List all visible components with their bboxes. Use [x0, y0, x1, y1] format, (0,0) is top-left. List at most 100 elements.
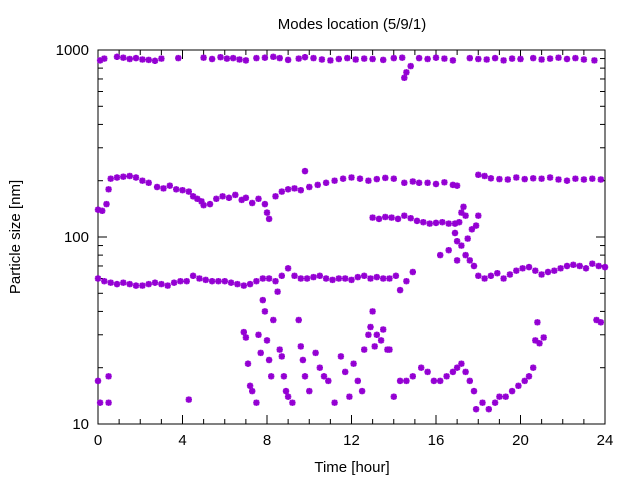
data-point — [386, 346, 393, 353]
data-point — [449, 368, 457, 376]
data-point — [530, 54, 537, 62]
data-point — [329, 276, 336, 284]
data-point — [234, 280, 241, 288]
data-point — [430, 377, 438, 385]
data-point — [525, 373, 533, 380]
data-point — [352, 56, 359, 63]
data-point — [145, 56, 152, 64]
data-point — [175, 54, 182, 62]
data-point — [261, 54, 269, 61]
data-point — [396, 286, 404, 294]
data-point — [399, 54, 406, 61]
data-point — [508, 387, 516, 395]
data-point — [310, 54, 317, 62]
data-point — [401, 74, 408, 82]
data-point — [126, 55, 133, 63]
x-tick-label: 20 — [512, 432, 529, 449]
data-point — [468, 226, 476, 233]
data-point — [365, 177, 372, 184]
y-axis-label: Particle size [nm] — [7, 180, 24, 294]
data-point — [358, 387, 366, 395]
data-point — [261, 308, 269, 315]
data-point — [386, 275, 393, 282]
data-point — [280, 373, 288, 380]
data-point — [538, 271, 545, 278]
data-point — [401, 212, 408, 219]
data-point — [284, 265, 292, 272]
data-point — [601, 263, 609, 271]
data-point — [132, 54, 140, 62]
data-point — [415, 179, 423, 187]
data-point — [354, 377, 361, 385]
data-point — [390, 54, 397, 62]
data-points — [94, 53, 609, 413]
data-point — [453, 257, 461, 264]
data-point — [369, 55, 376, 63]
data-point — [466, 54, 473, 62]
data-point — [246, 280, 254, 288]
data-point — [151, 279, 159, 286]
data-point — [94, 275, 102, 282]
data-point — [407, 214, 414, 222]
data-point — [183, 278, 190, 285]
data-point — [107, 279, 114, 286]
data-point — [536, 340, 543, 347]
data-point — [348, 276, 355, 284]
data-point — [466, 377, 473, 385]
data-point — [301, 373, 309, 380]
data-point — [225, 194, 233, 202]
data-point — [270, 53, 277, 60]
data-point — [215, 278, 222, 285]
data-point — [289, 399, 296, 406]
data-point — [453, 182, 461, 189]
data-point — [103, 200, 110, 208]
data-point — [502, 393, 509, 400]
data-point — [487, 175, 495, 182]
data-point — [525, 263, 533, 271]
data-point — [500, 57, 507, 64]
data-point — [546, 174, 554, 181]
data-point — [253, 399, 260, 406]
data-point — [295, 316, 302, 324]
data-point — [126, 280, 133, 288]
data-point — [380, 326, 387, 333]
data-point — [580, 56, 588, 63]
data-point — [513, 267, 520, 274]
data-point — [544, 268, 552, 276]
data-point — [255, 195, 262, 203]
data-point — [132, 174, 140, 181]
data-point — [342, 275, 349, 282]
data-point — [589, 175, 596, 182]
data-point — [284, 56, 292, 64]
data-point — [453, 237, 461, 245]
data-point — [570, 261, 577, 268]
data-point — [437, 377, 444, 385]
data-point — [445, 220, 452, 227]
data-point — [485, 406, 492, 413]
data-point — [475, 272, 482, 279]
data-point — [145, 179, 152, 187]
y-tick-labels: 10 100 1000 — [56, 42, 89, 433]
data-point — [312, 349, 319, 357]
data-point — [390, 175, 397, 182]
data-point — [445, 246, 452, 254]
data-point — [582, 265, 590, 272]
data-point — [120, 173, 127, 180]
data-point — [236, 56, 243, 63]
x-tick-label: 12 — [343, 432, 360, 449]
data-point — [265, 215, 273, 223]
data-point — [272, 278, 279, 285]
data-point — [491, 54, 499, 62]
data-point — [284, 186, 292, 193]
data-point — [259, 275, 266, 282]
data-point — [462, 251, 469, 259]
data-point — [589, 260, 596, 267]
y-tick-label: 1000 — [56, 42, 89, 59]
data-point — [158, 280, 165, 288]
data-point — [200, 54, 207, 61]
data-point — [475, 171, 482, 179]
data-point — [475, 55, 482, 63]
data-point — [424, 179, 431, 187]
data-point — [301, 54, 309, 61]
data-point — [479, 399, 486, 406]
